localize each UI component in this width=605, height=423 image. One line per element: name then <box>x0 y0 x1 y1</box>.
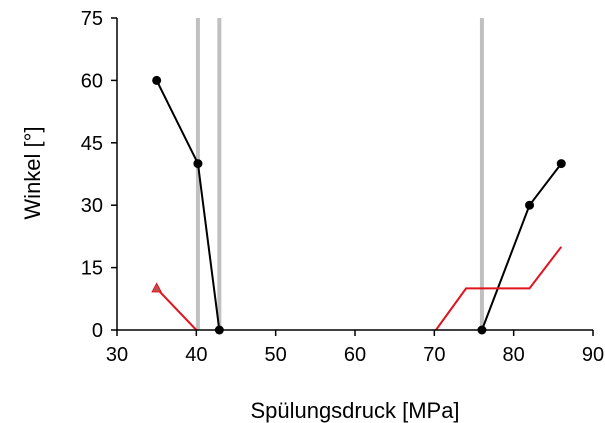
y-axis-title: Winkel [°] <box>20 126 45 219</box>
series-1-point-2-3 <box>556 159 566 169</box>
x-tick-label-90: 90 <box>582 344 604 366</box>
y-tick-label-60: 60 <box>81 70 103 92</box>
reference-lines <box>195 18 484 330</box>
x-tick-label-40: 40 <box>185 344 207 366</box>
x-tick-label-80: 80 <box>503 344 525 366</box>
series-2-triangle-marker <box>151 282 162 293</box>
series-2-line-2 <box>435 246 563 331</box>
axes: 30 40 50 60 70 80 90 0 15 30 45 60 75 <box>81 8 604 366</box>
y-tick-label-45: 45 <box>81 133 103 155</box>
x-tick-label-50: 50 <box>265 344 287 366</box>
x-tick-label-60: 60 <box>344 344 366 366</box>
series-layer <box>151 75 566 335</box>
series-1-point-1-1 <box>152 75 162 85</box>
series-1-line-1 <box>155 79 221 331</box>
y-tick-label-0: 0 <box>92 320 103 342</box>
series-1-line-2 <box>480 162 563 331</box>
x-tick-label-30: 30 <box>106 344 128 366</box>
series-1-point-2-2 <box>525 200 535 210</box>
series-2-line-1 <box>155 287 198 331</box>
x-axis-title: Spülungsdruck [MPa] <box>250 398 459 423</box>
series-1-point-1-2 <box>193 159 203 169</box>
y-tick-label-15: 15 <box>81 258 103 280</box>
x-tick-label-70: 70 <box>423 344 445 366</box>
y-tick-label-75: 75 <box>81 8 103 30</box>
y-tick-label-30: 30 <box>81 195 103 217</box>
